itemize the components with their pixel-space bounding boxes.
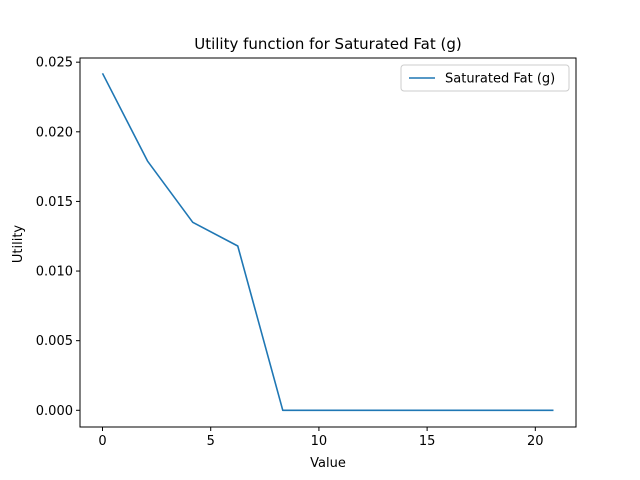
x-tick-label: 5 [207,434,215,449]
y-tick-label: 0.020 [36,125,73,140]
axes-frame [79,57,577,428]
x-axis-label: Value [310,456,346,471]
x-tick-label: 20 [527,434,544,449]
x-tick-label: 15 [419,434,436,449]
y-tick-label: 0.010 [36,265,73,280]
series-line-0 [101,72,554,412]
x-tick-label: 10 [311,434,328,449]
legend-label: Saturated Fat (g) [445,72,555,87]
legend: Saturated Fat (g) [400,64,570,92]
y-tick-label: 0.025 [36,56,73,71]
y-axis-label: Utility [11,225,26,264]
y-axis-ticks: 0.000 0.005 0.010 0.015 0.020 0.025 [36,56,80,419]
y-tick-label: 0.015 [36,195,73,210]
x-tick-label: 0 [98,434,106,449]
legend-box [400,64,570,92]
chart-title: Utility function for Saturated Fat (g) [194,35,462,53]
x-axis-ticks: 0 5 10 15 20 [98,427,544,449]
y-tick-label: 0.005 [36,334,73,349]
y-tick-label: 0.000 [36,404,73,419]
series-layer [101,72,554,412]
